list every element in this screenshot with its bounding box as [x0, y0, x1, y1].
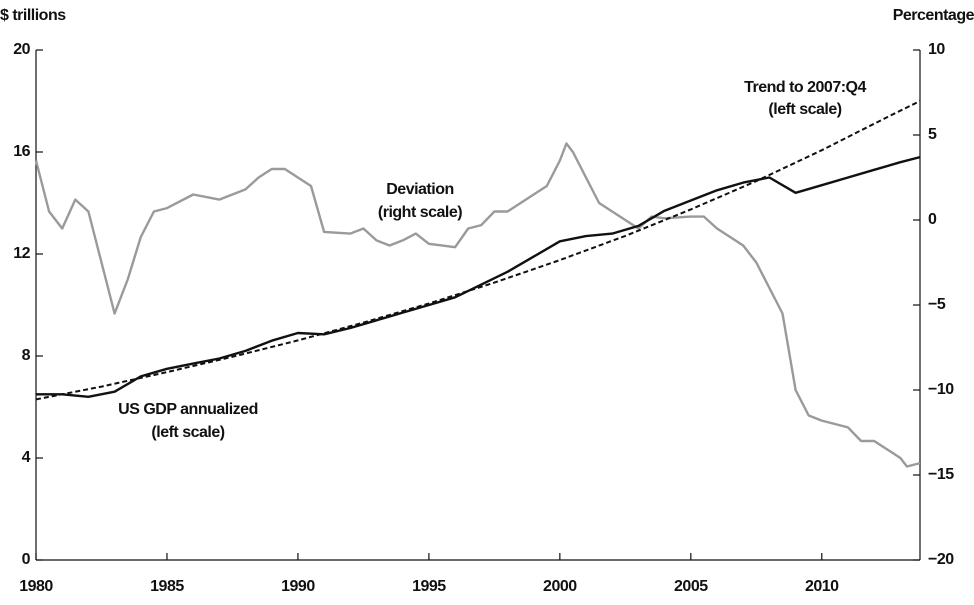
- x-tick-label: 1995: [412, 578, 446, 595]
- y2-axis-title: Percentage: [893, 7, 974, 24]
- annotation: Trend to 2007:Q4: [744, 79, 866, 96]
- annotation: (right scale): [378, 204, 462, 221]
- y2-tick-label: 5: [928, 126, 937, 143]
- y-axis-title: $ trillions: [0, 7, 66, 24]
- annotation: Deviation: [386, 181, 454, 198]
- series-line: [36, 155, 921, 398]
- y2-tick-label: 10: [928, 41, 945, 58]
- x-tick-label: 2000: [543, 578, 577, 595]
- y-tick-label: 8: [22, 347, 31, 364]
- x-tick-label: 2010: [805, 578, 839, 595]
- y-tick-label: 12: [13, 245, 30, 262]
- y2-tick-label: 0: [928, 211, 937, 228]
- x-tick-label: 1985: [150, 578, 184, 595]
- y2-tick-label: −10: [928, 381, 954, 398]
- series-line: [34, 142, 921, 468]
- annotation: (left scale): [151, 424, 224, 441]
- y2-tick-label: −5: [928, 296, 946, 313]
- y2-tick-label: −20: [928, 551, 954, 568]
- y-tick-label: 0: [22, 551, 31, 568]
- x-tick-label: 1990: [281, 578, 315, 595]
- y-tick-label: 20: [13, 41, 30, 58]
- y-tick-label: 16: [13, 143, 30, 160]
- y-tick-label: 4: [22, 449, 31, 466]
- y2-tick-label: −15: [928, 466, 954, 483]
- x-tick-label: 1980: [19, 578, 53, 595]
- series-line: [35, 100, 921, 401]
- x-tick-label: 2005: [674, 578, 708, 595]
- annotation: US GDP annualized: [118, 401, 258, 418]
- annotation: (left scale): [768, 101, 841, 118]
